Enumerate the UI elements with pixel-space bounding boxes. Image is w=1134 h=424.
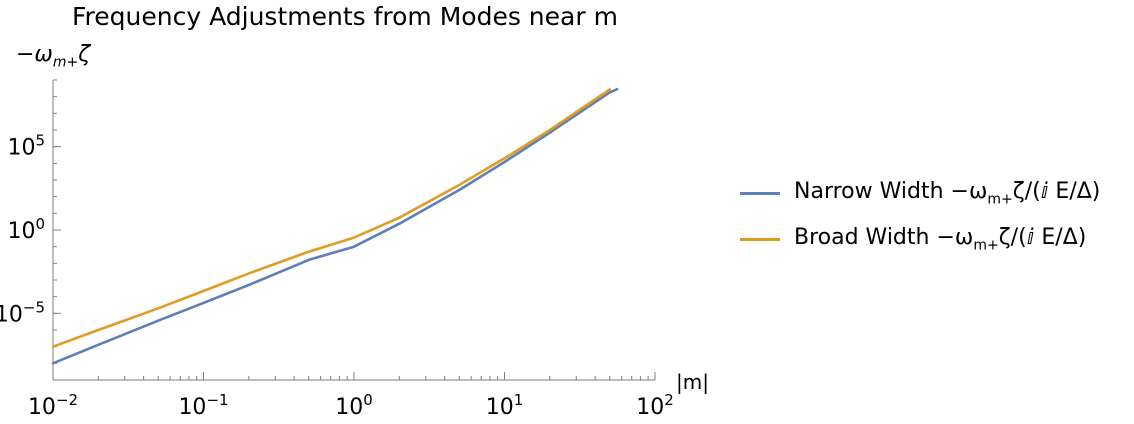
- y-tick-label: 105: [7, 132, 45, 161]
- legend-item-broad: Broad Width −ωm+ζ/(ⅈ E/Δ): [740, 216, 1100, 262]
- x-tick-label: 10−2: [28, 391, 78, 420]
- legend-label-narrow: Narrow Width −ωm+ζ/(ⅈ E/Δ): [794, 178, 1101, 208]
- series-layer: [51, 87, 619, 365]
- legend-swatch-narrow: [740, 191, 780, 195]
- x-tick-label: 101: [486, 391, 524, 420]
- legend-item-narrow: Narrow Width −ωm+ζ/(ⅈ E/Δ): [740, 170, 1100, 216]
- y-axis-label: −ωm+ζ: [16, 42, 91, 71]
- y-tick-label: 100: [7, 215, 45, 244]
- axes: 10−2 10−1 100 101 102 105 100 10−5: [0, 79, 674, 420]
- series-line-narrow: [51, 87, 619, 365]
- chart-title: Frequency Adjustments from Modes near m: [72, 2, 618, 31]
- series-line-broad: [51, 88, 612, 349]
- x-tick-label: 10−1: [178, 391, 228, 420]
- x-tick-label: 102: [636, 391, 674, 420]
- x-axis-label: |m|: [676, 370, 709, 394]
- legend-swatch-broad: [740, 237, 780, 241]
- legend: Narrow Width −ωm+ζ/(ⅈ E/Δ) Broad Width −…: [740, 170, 1100, 262]
- y-tick-label: 10−5: [0, 298, 45, 327]
- x-tick-label: 100: [335, 391, 373, 420]
- legend-label-broad: Broad Width −ωm+ζ/(ⅈ E/Δ): [794, 224, 1087, 254]
